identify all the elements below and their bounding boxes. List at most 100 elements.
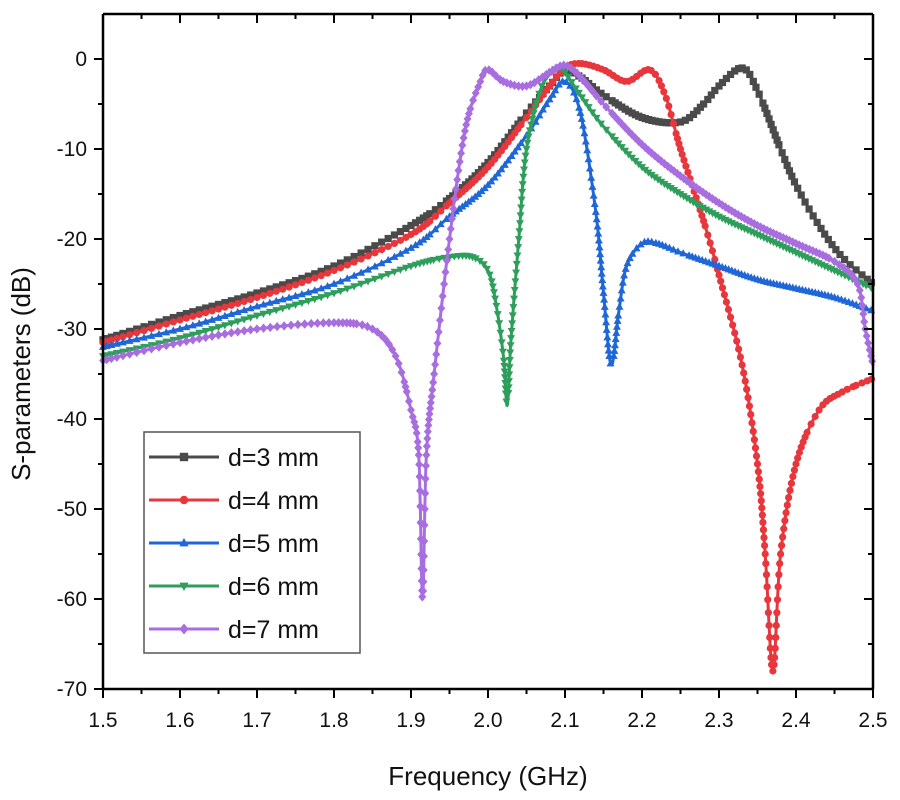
data-point [566,81,575,89]
data-point [583,146,592,154]
data-point [162,340,171,351]
data-point [666,185,675,193]
data-point [855,285,864,295]
data-point [773,596,782,604]
data-point [562,77,571,86]
data-point [483,265,491,274]
data-point [559,60,568,70]
data-point [760,533,768,542]
data-point [530,77,539,88]
data-point [788,172,796,180]
data-point [724,305,733,314]
data-point [592,114,601,123]
data-point [847,269,856,280]
data-point [825,253,833,263]
data-point [357,249,365,257]
data-point [520,166,528,174]
data-point [654,176,663,184]
data-point [227,328,236,338]
data-point [431,359,440,370]
x-tick-label: 2.0 [473,709,502,732]
data-point [272,296,281,305]
data-point [523,139,532,147]
data-point [535,111,544,119]
data-point [676,145,685,153]
data-point [600,295,609,303]
data-point [846,261,854,269]
data-point [419,577,428,587]
data-point [571,85,580,93]
data-point [531,104,540,113]
data-point [287,320,295,330]
data-point [754,468,763,476]
data-point [259,310,268,318]
data-point [487,177,496,185]
legend: d=3 mm d=4 mm d=5 mm d=6 mm d=7 mm [143,431,361,654]
data-point [778,149,786,157]
data-point [471,88,480,98]
x-tick-label: 1.6 [165,709,194,732]
data-point [304,297,313,306]
data-point [611,334,620,343]
data-point [494,169,502,177]
data-point [364,265,372,273]
y-axis-title: S-parameters (dB) [6,267,36,481]
data-point [297,290,306,298]
data-point [396,228,404,236]
data-point [405,396,413,406]
data-point [576,108,585,116]
data-point [506,349,515,357]
data-point [762,559,770,568]
data-point [313,318,322,328]
y-tick-label: -40 [57,408,87,431]
data-point [429,377,438,388]
data-point [517,138,525,147]
data-point [487,278,496,286]
data-point [420,520,429,530]
data-point [265,308,274,317]
data-point [720,291,729,299]
data-point [195,329,204,338]
data-point [781,155,789,164]
y-tick-label: -50 [57,498,87,521]
data-point [310,286,319,294]
data-point [722,298,731,306]
data-point [169,318,177,326]
data-point [600,302,609,310]
data-point [291,281,300,289]
data-point [612,328,621,336]
data-point [490,173,499,181]
data-point [317,294,326,302]
data-point [474,82,483,92]
data-point [330,279,338,287]
data-point [498,348,507,356]
data-point [858,300,867,311]
data-point [510,295,518,303]
data-point [140,326,148,335]
data-point [385,339,394,349]
data-point [733,337,741,345]
data-point [752,83,760,91]
data-point [317,284,326,292]
data-point [504,378,513,386]
data-point [417,549,426,560]
data-point [147,331,156,339]
data-point [669,245,678,253]
data-point [510,147,519,155]
data-point [202,309,210,317]
data-point [265,298,274,306]
data-point [584,155,593,163]
data-point [665,102,673,110]
data-point [140,333,148,341]
data-point [246,304,255,312]
data-point [291,301,300,309]
data-point [777,541,786,550]
data-point [323,269,332,277]
data-point [266,322,275,333]
data-point [234,299,242,308]
data-point [493,311,502,319]
data-point [765,621,773,630]
data-point [522,146,531,154]
data-point [591,207,600,215]
